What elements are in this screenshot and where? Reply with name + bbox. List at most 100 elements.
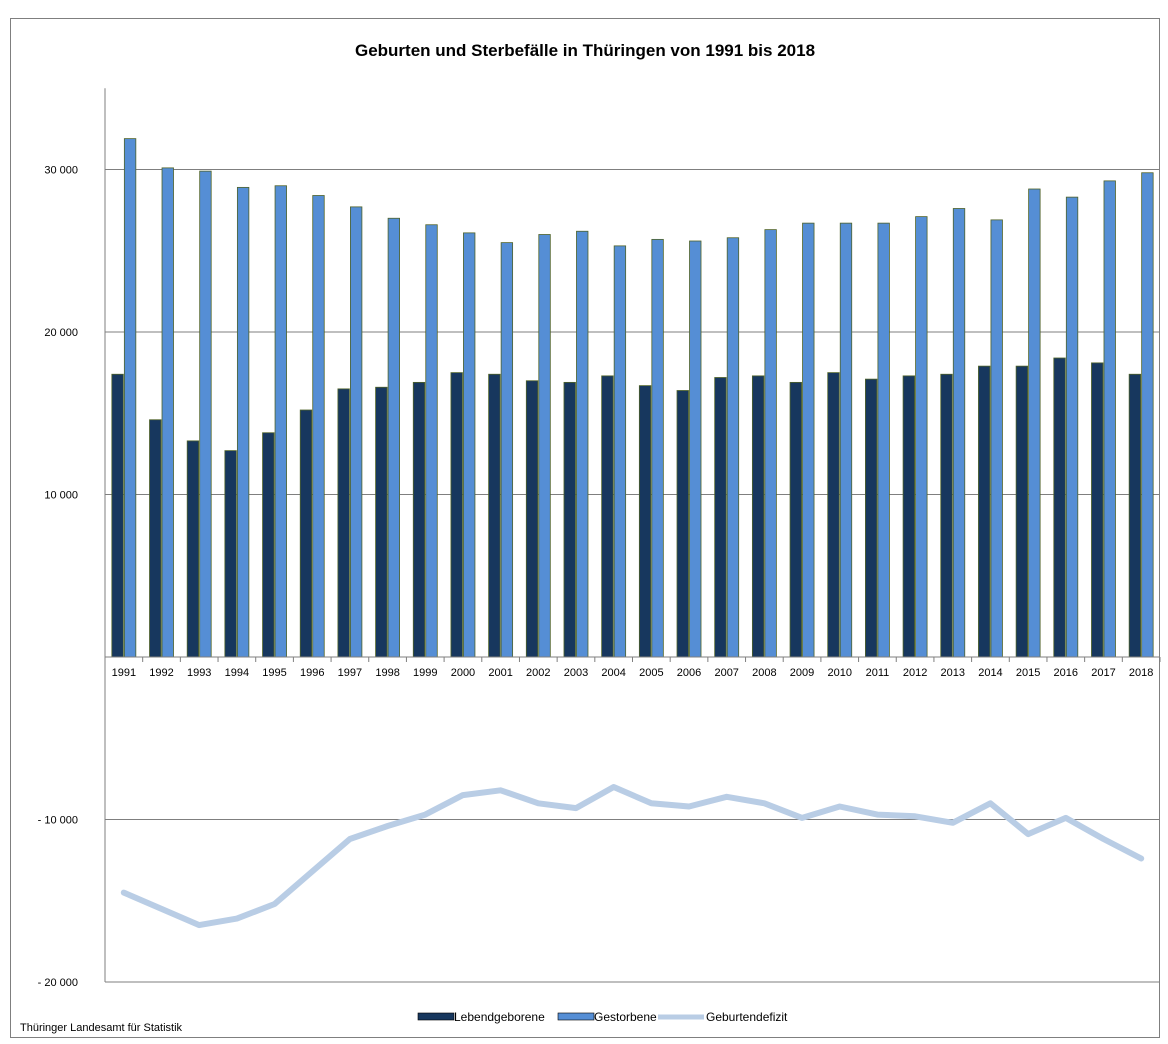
y-tick-label: 20 000 xyxy=(44,327,78,339)
bar-lebendgeborene xyxy=(1015,365,1029,658)
x-tick-label: 2018 xyxy=(1129,667,1153,679)
x-tick-label: 2011 xyxy=(866,667,890,679)
bar-lebendgeborene xyxy=(827,372,840,658)
legend-label: Gestorbene xyxy=(594,1010,657,1024)
bar-lebendgeborene xyxy=(940,373,953,658)
bar-lebendgeborene xyxy=(638,385,652,658)
bar-lebendgeborene xyxy=(299,409,313,658)
bar-gestorbene xyxy=(726,237,740,658)
x-tick-label: 1993 xyxy=(187,667,211,679)
legend-swatch xyxy=(417,1012,455,1021)
bar-gestorbene xyxy=(236,186,250,658)
deficit-line xyxy=(120,784,1145,929)
bar-lebendgeborene xyxy=(375,386,388,658)
bar-gestorbene xyxy=(463,232,476,658)
x-tick-label: 2013 xyxy=(941,667,965,679)
bar-lebendgeborene xyxy=(450,372,463,658)
x-tick-label: 2014 xyxy=(978,667,1002,679)
bar-gestorbene xyxy=(802,222,815,658)
x-tick-label: 2017 xyxy=(1091,667,1115,679)
bar-gestorbene xyxy=(613,245,627,658)
x-tick-label: 1999 xyxy=(413,667,437,679)
x-tick-label: 2004 xyxy=(601,667,625,679)
bar-gestorbene xyxy=(312,195,325,658)
bar-gestorbene xyxy=(387,217,400,658)
x-tick-label: 1998 xyxy=(375,667,399,679)
y-tick-label: 10 000 xyxy=(44,490,78,502)
bar-gestorbene xyxy=(199,170,212,658)
bar-gestorbene xyxy=(839,222,853,658)
x-tick-label: 2016 xyxy=(1054,667,1078,679)
axes: 30 000 20 000 10 000 - 10 000 - 20 000 1991 19… xyxy=(38,88,1161,989)
bar-lebendgeborene xyxy=(186,440,200,658)
x-tick-label: 1994 xyxy=(225,667,249,679)
bar-gestorbene xyxy=(161,167,174,658)
x-tick-label: 1991 xyxy=(112,667,136,679)
bar-gestorbene xyxy=(274,185,287,658)
bar-gestorbene xyxy=(538,234,551,658)
bar-gestorbene xyxy=(425,224,438,658)
x-tick-label: 2001 xyxy=(488,667,512,679)
x-tick-label: 2010 xyxy=(827,667,851,679)
x-tick-label: 2006 xyxy=(677,667,701,679)
legend-label: Lebendgeborene xyxy=(454,1010,545,1024)
bar-lebendgeborene xyxy=(1053,357,1066,658)
bar-gestorbene xyxy=(990,219,1003,658)
bar-gestorbene xyxy=(1028,188,1041,658)
bar-lebendgeborene xyxy=(978,365,991,658)
x-tick-label: 2015 xyxy=(1016,667,1040,679)
bar-lebendgeborene xyxy=(488,373,501,658)
bar-lebendgeborene xyxy=(676,390,689,658)
bar-gestorbene xyxy=(123,138,137,658)
x-tick-label: 2002 xyxy=(526,667,550,679)
bar-lebendgeborene xyxy=(751,375,765,658)
bar-lebendgeborene xyxy=(563,381,576,658)
legend-swatch xyxy=(557,1012,595,1021)
x-tick-label: 1997 xyxy=(338,667,362,679)
x-tick-label: 1995 xyxy=(262,667,286,679)
bar-gestorbene xyxy=(764,229,777,658)
bar-gestorbene xyxy=(952,208,966,658)
bar-gestorbene xyxy=(651,238,664,658)
bar-gestorbene xyxy=(877,222,890,658)
bar-lebendgeborene xyxy=(224,450,237,658)
bar-lebendgeborene xyxy=(1091,362,1104,658)
y-tick-label: 30 000 xyxy=(44,165,78,177)
bar-lebendgeborene xyxy=(149,419,162,658)
bar-lebendgeborene xyxy=(111,373,124,658)
y-tick-label: - 10 000 xyxy=(38,815,78,827)
bar-gestorbene xyxy=(500,242,514,658)
x-tick-label: 2012 xyxy=(903,667,927,679)
bar-gestorbene xyxy=(1065,196,1079,658)
bar-gestorbene xyxy=(689,240,702,658)
chart-frame xyxy=(10,18,1160,1038)
bar-lebendgeborene xyxy=(337,388,350,658)
bar-lebendgeborene xyxy=(865,378,878,658)
bar-gestorbene xyxy=(576,230,589,658)
bar-lebendgeborene xyxy=(789,381,802,658)
bar-lebendgeborene xyxy=(525,380,539,658)
legend-label: Geburtendefizit xyxy=(706,1010,788,1024)
x-tick-label: 1996 xyxy=(300,667,324,679)
line-geburtendefizit xyxy=(120,784,1145,929)
legend: Lebendgeborene Gestorbene Geburtendefizit xyxy=(417,1010,788,1024)
x-tick-label: 2007 xyxy=(714,667,738,679)
x-tick-label: 2003 xyxy=(564,667,588,679)
bar-gestorbene xyxy=(1141,172,1154,658)
x-tick-label: 2009 xyxy=(790,667,814,679)
bar-lebendgeborene xyxy=(1128,373,1142,658)
bar-lebendgeborene xyxy=(714,377,727,658)
y-tick-label: - 20 000 xyxy=(38,977,78,989)
x-tick-label: 1992 xyxy=(149,667,173,679)
x-tick-label: 2008 xyxy=(752,667,776,679)
bar-lebendgeborene xyxy=(262,432,275,658)
bars xyxy=(111,138,1154,658)
bar-lebendgeborene xyxy=(412,381,426,658)
bar-lebendgeborene xyxy=(902,375,915,658)
x-tick-label: 2000 xyxy=(451,667,475,679)
chart-title: Geburten und Sterbefälle in Thüringen vo… xyxy=(355,41,815,60)
x-tick-label: 2005 xyxy=(639,667,663,679)
bar-gestorbene xyxy=(350,206,363,658)
bar-gestorbene xyxy=(1103,180,1116,658)
